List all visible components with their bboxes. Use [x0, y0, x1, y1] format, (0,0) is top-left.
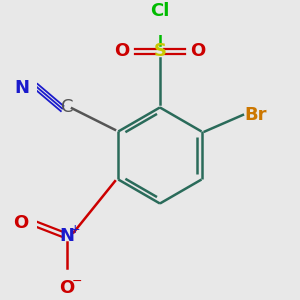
Text: O: O — [13, 214, 28, 232]
Text: N: N — [59, 227, 74, 245]
Text: Br: Br — [244, 106, 267, 124]
Text: O: O — [59, 279, 75, 297]
Text: −: − — [72, 275, 82, 288]
Text: Cl: Cl — [150, 2, 170, 20]
Text: +: + — [70, 223, 81, 236]
Text: S: S — [153, 42, 167, 60]
Text: O: O — [190, 42, 206, 60]
Text: C: C — [61, 98, 73, 116]
Text: N: N — [14, 79, 29, 97]
Text: O: O — [114, 42, 129, 60]
